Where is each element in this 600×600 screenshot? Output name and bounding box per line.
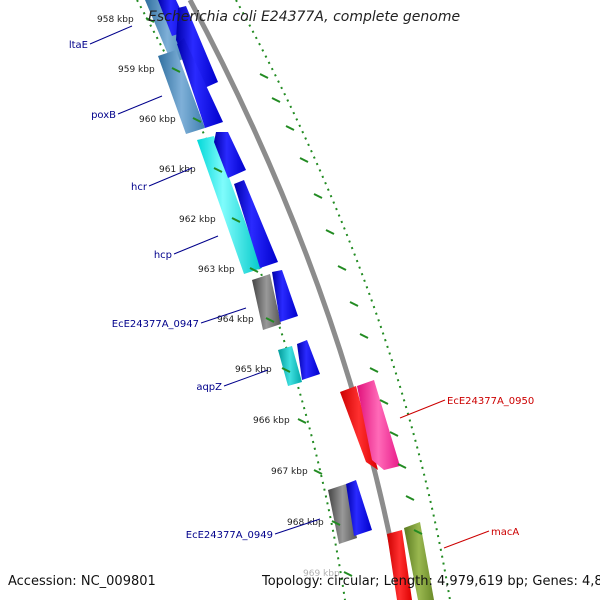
tick-mark <box>369 367 379 373</box>
tick-label: 969 kbp <box>303 569 340 579</box>
gene-label-leader <box>89 25 133 45</box>
ruler-outer-left <box>136 0 346 600</box>
gene-forward-blue-3 <box>177 38 223 128</box>
gene-forward-blue-6 <box>272 270 298 322</box>
footer-summary: Topology: circular; Length: 4,979,619 bp… <box>262 574 600 589</box>
gene-reverse-red-1 <box>340 386 378 470</box>
gene-reverse-red-macA <box>387 530 412 600</box>
tick-label: 968 kbp <box>287 518 324 528</box>
accession-value: NC_009801 <box>80 574 156 589</box>
gene-forward-blue-4 <box>214 132 246 178</box>
tick-mark <box>145 17 155 23</box>
genome-backbone <box>187 0 405 600</box>
tick-mark <box>299 157 309 163</box>
tick-mark <box>231 217 241 223</box>
genes-label: Genes: <box>532 574 578 589</box>
gene-forward-gray-0947 <box>252 274 281 330</box>
gene-label-leader <box>117 95 163 115</box>
gene-label-leader <box>223 369 269 387</box>
topology-label: Topology: <box>262 574 323 589</box>
gene-forward-teal-aqpZ <box>278 346 302 386</box>
gene-label[interactable]: poxB <box>91 110 116 121</box>
tick-mark <box>313 193 323 199</box>
length-label: Length: <box>383 574 433 589</box>
gene-forward-blue-7 <box>297 340 320 380</box>
tick-mark <box>285 125 295 131</box>
genes-value: 4,863 <box>581 574 600 589</box>
tick-mark <box>271 97 281 103</box>
tick-mark <box>171 67 181 73</box>
ruler-outer-right <box>235 0 451 600</box>
tick-label: 963 kbp <box>198 265 235 275</box>
tick-mark <box>359 333 369 339</box>
tick-mark <box>331 520 341 526</box>
gene-forward-blue-5 <box>234 180 278 268</box>
tick-label: 962 kbp <box>179 215 216 225</box>
gene-label[interactable]: EcE24377A_0949 <box>186 530 273 541</box>
tick-label: 958 kbp <box>97 15 134 25</box>
gene-forward-blue-8 <box>346 480 372 536</box>
gene-label[interactable]: EcE24377A_0947 <box>112 319 199 330</box>
gene-forward-cyan-hcr <box>197 136 262 274</box>
tick-label: 961 kbp <box>159 165 196 175</box>
gene-label[interactable]: macA <box>491 527 519 538</box>
tick-mark <box>213 167 223 173</box>
tick-mark <box>259 73 269 79</box>
gene-forward-steel-2 <box>158 50 205 134</box>
ruler-ticks: 958 kbp 959 kbp 960 kbp 961 kbp 962 kbp 963 k… <box>97 15 423 579</box>
gene-label[interactable]: EcE24377A_0950 <box>447 396 534 407</box>
tick-mark <box>343 571 353 577</box>
gene-labels: ltaE poxB hcr hcp EcE24377A_0947 aqpZ EcE24377… <box>69 25 534 549</box>
gene-reverse-pink-0950 <box>357 380 400 470</box>
tick-mark <box>337 265 347 271</box>
footer-accession: Accession: NC_009801 <box>8 574 156 589</box>
tick-mark <box>297 418 307 424</box>
tick-label: 964 kbp <box>217 315 254 325</box>
tick-mark <box>265 317 275 323</box>
tick-mark <box>349 301 359 307</box>
gene-label[interactable]: hcr <box>131 182 148 193</box>
tick-mark <box>325 229 335 235</box>
gene-reverse-olive-1 <box>404 522 434 600</box>
accession-label: Accession: <box>8 574 77 589</box>
gene-label[interactable]: ltaE <box>69 40 88 51</box>
length-value: 4,979,619 bp <box>437 574 524 589</box>
gene-label[interactable]: aqpZ <box>196 382 222 393</box>
tick-mark <box>405 495 415 501</box>
gene-label-leader <box>148 167 193 187</box>
gene-label-leader <box>200 307 247 324</box>
tick-mark <box>379 399 389 405</box>
topology-value: circular <box>326 574 376 589</box>
gene-forward-blue-2 <box>176 6 218 90</box>
gene-label[interactable]: hcp <box>154 250 172 261</box>
tick-label: 965 kbp <box>235 365 272 375</box>
gene-label-leader <box>173 235 219 255</box>
genome-title: Escherichia coli E24377A, complete genom… <box>148 9 461 25</box>
tick-mark <box>413 529 423 535</box>
gene-forward-gray-0949 <box>328 484 357 544</box>
tick-mark <box>249 267 259 273</box>
gene-label-leader <box>274 518 321 535</box>
tick-mark <box>192 117 202 123</box>
gene-label-leader <box>399 399 446 419</box>
tick-label: 967 kbp <box>271 467 308 477</box>
tick-mark <box>389 431 399 437</box>
tick-mark <box>397 463 407 469</box>
tick-label: 960 kbp <box>139 115 176 125</box>
gene-label-leader <box>443 530 490 549</box>
tick-label: 966 kbp <box>253 416 290 426</box>
tick-mark <box>313 469 323 475</box>
tick-mark <box>281 367 291 373</box>
tick-label: 959 kbp <box>118 65 155 75</box>
